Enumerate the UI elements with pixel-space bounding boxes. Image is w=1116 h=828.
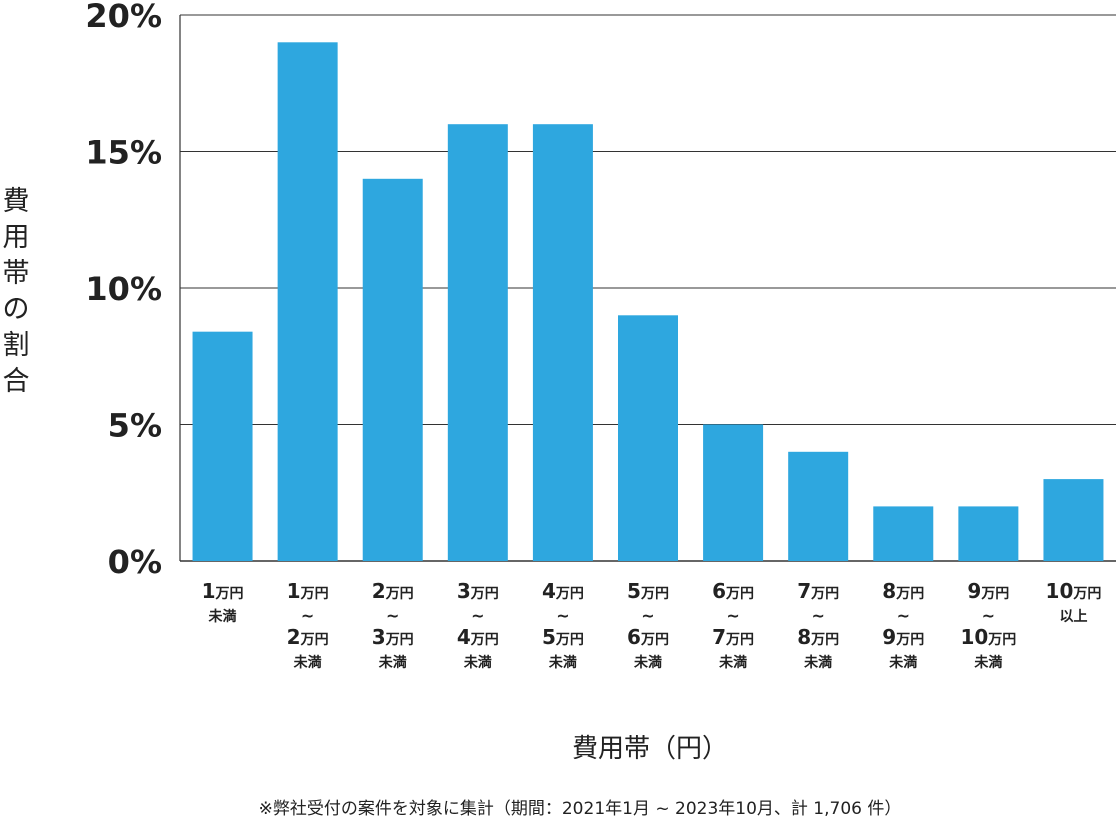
x-tick-label-line: ~ <box>301 606 314 625</box>
bar <box>703 424 764 561</box>
x-tick-label-line: 7万円 <box>797 579 839 603</box>
bar <box>1043 479 1104 561</box>
bar <box>277 42 338 562</box>
x-tick-label-line: 未満 <box>209 608 237 625</box>
x-tick-label-line: 1万円 <box>287 579 329 603</box>
y-axis-label-char: 用 <box>3 222 30 253</box>
y-axis-label-char: 帯 <box>3 258 30 289</box>
x-tick-label-line: 未満 <box>294 654 322 671</box>
bar <box>192 331 253 561</box>
x-tick-label-line: 4万円 <box>542 579 584 603</box>
x-tick-label-line: 未満 <box>804 654 832 671</box>
x-tick-label-line: 9万円 <box>967 579 1009 603</box>
x-tick-label-line: 3万円 <box>372 625 414 649</box>
x-tick-label-line: 未満 <box>974 654 1002 671</box>
y-tick-label: 5% <box>108 407 162 445</box>
x-tick-label-line: 6万円 <box>627 625 669 649</box>
x-tick-label-line: ~ <box>982 606 995 625</box>
x-tick-label-line: 9万円 <box>882 625 924 649</box>
x-tick-label-line: 4万円 <box>457 625 499 649</box>
x-tick-label-line: 8万円 <box>797 625 839 649</box>
x-tick-label-line: 8万円 <box>882 579 924 603</box>
x-tick-label-line: 未満 <box>634 654 662 671</box>
x-tick-label-line: 6万円 <box>712 579 754 603</box>
y-axis-label-char: 合 <box>3 366 30 397</box>
x-tick-label-line: 1万円 <box>202 579 244 603</box>
bar <box>447 124 508 561</box>
bars <box>192 42 1104 562</box>
x-tick-label-line: ~ <box>641 606 654 625</box>
x-tick-label-line: 未満 <box>549 654 577 671</box>
x-tick-label-line: ~ <box>386 606 399 625</box>
bar <box>958 506 1019 561</box>
x-tick-label-line: 10万円 <box>960 625 1016 649</box>
y-tick-label: 15% <box>85 134 162 172</box>
bar <box>532 124 593 561</box>
x-category-labels: 1万円未満1万円~2万円未満2万円~3万円未満3万円~4万円未満4万円~5万円未… <box>202 579 1102 671</box>
x-tick-label-line: 未満 <box>889 654 917 671</box>
x-tick-label-line: 10万円 <box>1046 579 1102 603</box>
x-tick-label-line: 2万円 <box>372 579 414 603</box>
x-tick-label-line: ~ <box>897 606 910 625</box>
x-tick-label-line: 未満 <box>719 654 747 671</box>
x-tick-label-line: ~ <box>556 606 569 625</box>
footnote: ※弊社受付の案件を対象に集計（期間：2021年1月 ~ 2023年10月、計 1… <box>259 799 902 819</box>
y-axis-label-char: の <box>3 294 30 325</box>
y-axis-label-char: 費 <box>3 186 30 217</box>
x-tick-label-line: ~ <box>726 606 739 625</box>
x-tick-label-line: 未満 <box>379 654 407 671</box>
y-tick-label: 10% <box>85 270 162 308</box>
x-tick-label-line: 5万円 <box>627 579 669 603</box>
bar <box>873 506 934 561</box>
y-tick-label: 0% <box>108 543 162 581</box>
bar <box>362 178 423 562</box>
x-tick-label-line: ~ <box>811 606 824 625</box>
x-tick-label-line: 2万円 <box>287 625 329 649</box>
bar <box>788 451 849 561</box>
x-tick-label-line: 未満 <box>464 654 492 671</box>
x-tick-label-line: 7万円 <box>712 625 754 649</box>
y-tick-label: 20% <box>85 0 162 35</box>
x-axis-label: 費用帯（円） <box>572 734 728 764</box>
x-tick-label-line: 以上 <box>1059 609 1087 625</box>
y-tick-labels: 0% 5% 10% 15% 20% <box>85 0 162 581</box>
x-tick-label-line: 3万円 <box>457 579 499 603</box>
y-axis-label-char: 割 <box>3 330 30 361</box>
x-tick-label-line: ~ <box>471 606 484 625</box>
x-tick-label-line: 5万円 <box>542 625 584 649</box>
bar <box>618 315 678 561</box>
